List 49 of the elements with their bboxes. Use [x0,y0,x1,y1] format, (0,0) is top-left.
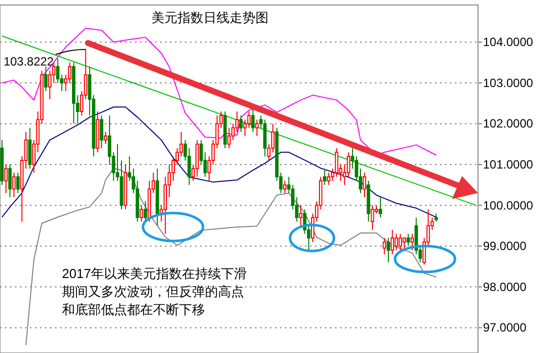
candlestick [48,70,52,100]
candlestick [239,115,243,132]
candlestick [394,233,398,251]
candlestick [104,131,108,145]
annotation: 期间又多次波动，但反弹的高点 [62,284,244,299]
annotation: 2017年以来美元指数在持续下滑 [62,266,247,281]
y-tick-label: 98.0000 [483,280,527,294]
candlestick [326,172,330,186]
candlestick [44,66,48,92]
candlestick [378,196,382,218]
chart-title: 美元指数日线走势图 [152,10,268,25]
y-tick-label: 102.0000 [483,116,534,131]
candlestick [231,123,235,141]
candlestick [370,204,374,230]
candlestick [188,148,191,186]
candlestick [299,204,302,226]
candlestick [390,229,394,255]
candlestick [100,115,104,149]
annotation: 和底部低点都在不断下移 [62,302,205,317]
y-tick-label: 101.0000 [483,158,534,172]
candlestick [144,200,148,222]
candlestick [398,233,402,251]
y-tick-label: 97.0000 [483,320,527,335]
candlestick [251,106,255,132]
y-tick-label: 100.0000 [483,198,534,212]
candlestick [247,110,251,128]
candlestick [8,164,12,198]
line-series [1,28,437,156]
candlestick [382,237,386,255]
candlestick [4,164,8,194]
candlestick [406,233,410,247]
candlestick [68,62,72,84]
candlestick [402,237,406,251]
annotation: 103.8222 [4,54,54,68]
y-tick-label: 99.0000 [483,239,527,254]
candlestick [410,233,414,251]
y-tick-label: 103.0000 [483,76,534,90]
y-tick-label: 104.0000 [483,35,534,50]
candlestick [16,172,20,194]
candlestick [227,127,231,149]
candlestick [255,119,259,136]
candlestick [140,204,144,222]
candlestick [235,110,239,132]
candlestick [283,180,287,194]
candlestick [334,148,338,178]
candlestick [386,237,390,263]
candlestick [322,168,326,186]
candlestick [12,172,16,198]
candlestick [243,119,247,136]
